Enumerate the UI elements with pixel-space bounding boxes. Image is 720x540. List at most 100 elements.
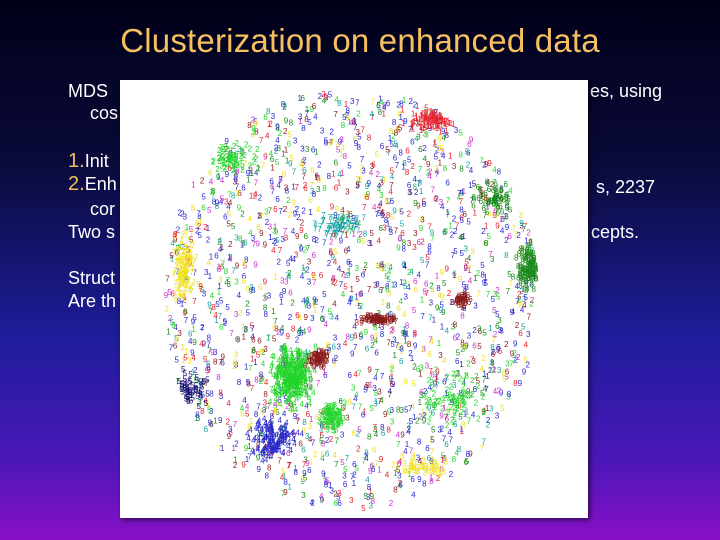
digit-glyph: 2 xyxy=(529,300,534,309)
digit-glyph: 4 xyxy=(524,341,529,350)
digit-glyph: 3 xyxy=(234,350,239,359)
digit-glyph: 9 xyxy=(293,210,298,219)
digit-glyph: 5 xyxy=(231,222,236,231)
digit-glyph: 7 xyxy=(176,268,181,277)
digit-glyph: 7 xyxy=(508,279,513,288)
digit-glyph: 1 xyxy=(378,95,383,104)
digit-glyph: 4 xyxy=(278,435,283,444)
digit-glyph: 4 xyxy=(248,425,253,434)
digit-glyph: 6 xyxy=(456,295,461,304)
digit-glyph: 1 xyxy=(452,271,457,280)
digit-glyph: 3 xyxy=(302,267,307,276)
digit-glyph: 6 xyxy=(472,342,477,351)
digit-glyph: 2 xyxy=(528,239,533,248)
digit-glyph: 2 xyxy=(516,231,521,240)
digit-glyph: 1 xyxy=(442,119,447,128)
digit-glyph: 4 xyxy=(305,390,310,399)
digit-glyph: 8 xyxy=(244,255,249,264)
digit-glyph: 8 xyxy=(291,324,296,333)
digit-glyph: 8 xyxy=(352,117,357,126)
digit-glyph: 5 xyxy=(245,409,250,418)
digit-glyph: 4 xyxy=(262,415,267,424)
digit-glyph: 1 xyxy=(434,116,439,125)
digit-glyph: 7 xyxy=(394,227,399,236)
digit-glyph: 2 xyxy=(223,163,228,172)
digit-glyph: 3 xyxy=(431,463,436,472)
digit-glyph: 7 xyxy=(178,271,183,280)
digit-glyph: 7 xyxy=(172,270,177,279)
digit-glyph: 2 xyxy=(442,394,447,403)
digit-glyph: 4 xyxy=(283,355,288,364)
digit-glyph: 4 xyxy=(313,366,318,375)
list-item-2: 2.Enh xyxy=(68,173,117,195)
digit-glyph: 4 xyxy=(268,367,273,376)
digit-glyph: 2 xyxy=(428,398,433,407)
digit-glyph: 1 xyxy=(388,134,393,143)
digit-glyph: 0 xyxy=(324,348,329,357)
text-line-struct: Struct xyxy=(68,268,116,288)
digit-glyph: 2 xyxy=(363,261,368,270)
digit-glyph: 7 xyxy=(521,225,526,234)
digit-glyph: 2 xyxy=(452,374,457,383)
digit-glyph: 5 xyxy=(390,340,395,349)
digit-glyph: 6 xyxy=(463,295,468,304)
digit-glyph: 3 xyxy=(424,465,429,474)
digit-glyph: 6 xyxy=(431,409,436,418)
digit-glyph: 5 xyxy=(189,397,194,406)
digit-glyph: 6 xyxy=(498,196,503,205)
digit-glyph: 4 xyxy=(297,368,302,377)
digit-glyph: 9 xyxy=(173,236,178,245)
digit-glyph: 7 xyxy=(373,423,378,432)
digit-glyph: 9 xyxy=(496,345,501,354)
digit-glyph: 8 xyxy=(384,216,389,225)
digit-glyph: 0 xyxy=(316,351,321,360)
digit-glyph: 6 xyxy=(365,344,370,353)
digit-glyph: 3 xyxy=(307,302,312,311)
digit-glyph: 4 xyxy=(276,437,281,446)
digit-glyph: 3 xyxy=(337,408,342,417)
digit-glyph: 4 xyxy=(285,430,290,439)
digit-glyph: 6 xyxy=(204,425,209,434)
digit-glyph: 6 xyxy=(319,271,324,280)
digit-glyph: 1 xyxy=(444,127,449,136)
digit-glyph: 6 xyxy=(263,113,268,122)
digit-glyph: 3 xyxy=(332,412,337,421)
digit-glyph: 7 xyxy=(362,203,367,212)
digit-glyph: 1 xyxy=(231,444,236,453)
digit-glyph: 3 xyxy=(324,416,329,425)
digit-glyph: 6 xyxy=(324,478,329,487)
digit-glyph: 5 xyxy=(492,306,497,315)
digit-glyph: 2 xyxy=(234,152,239,161)
digit-glyph: 3 xyxy=(411,454,416,463)
digit-glyph: 4 xyxy=(431,286,436,295)
digit-glyph: 4 xyxy=(283,374,288,383)
digit-glyph: 3 xyxy=(338,413,343,422)
digit-glyph: 5 xyxy=(194,385,199,394)
digit-glyph: 7 xyxy=(333,231,338,240)
digit-glyph: 1 xyxy=(270,164,275,173)
digit-glyph: 6 xyxy=(346,258,351,267)
digit-glyph: 7 xyxy=(176,259,181,268)
digit-glyph: 4 xyxy=(378,199,383,208)
digit-glyph: 2 xyxy=(453,409,458,418)
digit-glyph: 4 xyxy=(275,136,280,145)
digit-glyph: 6 xyxy=(468,295,473,304)
digit-glyph: 4 xyxy=(258,423,263,432)
digit-glyph: 5 xyxy=(361,237,366,246)
digit-glyph: 7 xyxy=(184,269,189,278)
digit-glyph: 2 xyxy=(495,195,500,204)
digit-glyph: 4 xyxy=(292,386,297,395)
digit-glyph: 4 xyxy=(280,374,285,383)
digit-glyph: 2 xyxy=(305,266,310,275)
digit-glyph: 8 xyxy=(186,256,191,265)
digit-glyph: 4 xyxy=(301,374,306,383)
digit-glyph: 4 xyxy=(284,356,289,365)
digit-glyph: 8 xyxy=(533,262,538,271)
digit-glyph: 8 xyxy=(386,211,391,220)
digit-glyph: 5 xyxy=(404,406,409,415)
digit-glyph: 4 xyxy=(299,356,304,365)
digit-glyph: 4 xyxy=(343,339,348,348)
digit-glyph: 4 xyxy=(293,372,298,381)
digit-glyph: 7 xyxy=(269,385,274,394)
digit-glyph: 2 xyxy=(449,470,454,479)
